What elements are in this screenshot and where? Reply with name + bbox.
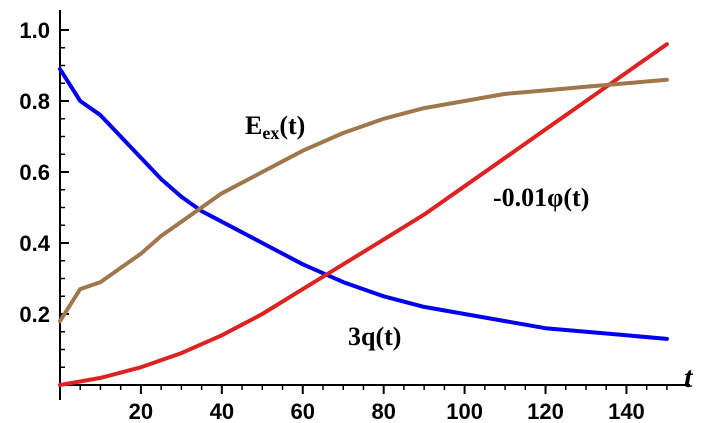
series-phi-line bbox=[58, 42, 669, 387]
axes bbox=[59, 10, 690, 400]
x-tick-label: 40 bbox=[210, 399, 234, 423]
annotation-e-ex-rest: (t) bbox=[279, 111, 305, 140]
x-axis-title: t bbox=[684, 361, 694, 394]
x-tick-label: 80 bbox=[371, 399, 395, 423]
annotation-phi: -0.01φ(t) bbox=[493, 183, 589, 212]
y-tick-label: 0.4 bbox=[19, 231, 50, 256]
x-tick-label: 100 bbox=[446, 399, 483, 423]
annotation-e-ex: Eex(t) bbox=[245, 111, 305, 143]
y-tick-label: 0.2 bbox=[19, 302, 50, 327]
annotation-3q: 3q(t) bbox=[348, 322, 401, 351]
x-tick-label: 60 bbox=[291, 399, 315, 423]
series-eex-line bbox=[58, 77, 669, 324]
annotation-e-ex-main: E bbox=[245, 111, 262, 140]
x-tick-label: 20 bbox=[129, 399, 153, 423]
y-tick-label: 0.6 bbox=[19, 160, 50, 185]
series-group bbox=[58, 42, 669, 387]
annotation-e-ex-sub: ex bbox=[262, 123, 279, 143]
series-3q-line bbox=[58, 67, 669, 341]
y-tick-label: 1.0 bbox=[19, 18, 50, 43]
y-tick-label: 0.8 bbox=[19, 89, 50, 114]
tick-labels: 20 40 60 80 100 120 140 0.2 0.4 0.6 0.8 1.0 bbox=[19, 18, 644, 423]
x-tick-label: 120 bbox=[527, 399, 564, 423]
x-tick-label: 140 bbox=[608, 399, 645, 423]
ticks bbox=[60, 29, 668, 394]
